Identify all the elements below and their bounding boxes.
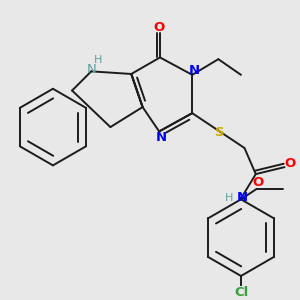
Text: S: S [215,126,225,139]
Text: N: N [188,64,200,77]
Text: H: H [225,193,233,202]
Text: O: O [154,21,165,34]
Text: N: N [86,63,96,76]
Text: N: N [236,191,247,204]
Text: Cl: Cl [235,286,249,299]
Text: N: N [155,131,167,144]
Text: O: O [253,176,264,189]
Text: O: O [284,157,296,170]
Text: H: H [94,55,102,65]
